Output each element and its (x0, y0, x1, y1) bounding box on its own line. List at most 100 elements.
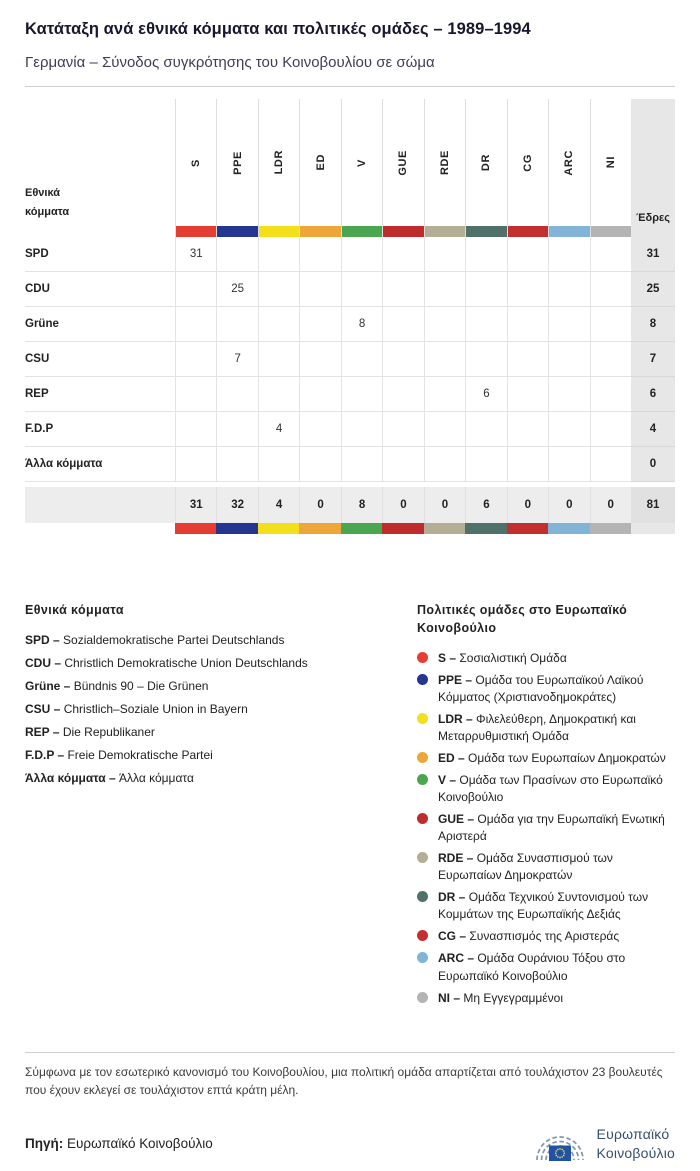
seat-value-cell (465, 307, 507, 342)
legend-group-name: Ομάδα των Πρασίνων στο Ευρωπαϊκό Κοινοβο… (438, 773, 663, 805)
grand-total-cell: 81 (630, 487, 675, 534)
seat-value-cell (175, 412, 217, 447)
seat-value-cell (423, 447, 466, 482)
row-seats-total: 4 (630, 412, 675, 447)
legend-party-name: Sozialdemokratische Partei Deutschlands (63, 632, 285, 647)
legend-party-name: Die Republikaner (62, 724, 155, 739)
group-color-dot (417, 991, 428, 1003)
legend-party-code: REP – (25, 724, 63, 739)
totals-empty-cell (25, 487, 175, 534)
seat-value-cell (216, 237, 258, 272)
group-color-dot (417, 774, 428, 786)
totals-color-bar (382, 523, 424, 534)
party-legend: Εθνικά κόμματα SPD – Sozialdemokratische… (25, 602, 417, 1012)
legend-group-code: V – (438, 773, 460, 788)
totals-color-bar (465, 523, 507, 534)
totals-value: 0 (589, 487, 631, 523)
totals-color-bar (299, 523, 341, 534)
seat-value-cell (257, 307, 300, 342)
rotated-label-wrap: CG (508, 99, 548, 226)
group-color-bar (176, 226, 217, 237)
legend-party-code: Άλλα κόμματα – (25, 770, 120, 785)
legend-group-text: CG – Συνασπισμός της Αριστεράς (438, 928, 619, 945)
seat-value-cell (382, 272, 424, 307)
group-color-dot (417, 652, 428, 663)
legend-group-code: GUE – (438, 812, 478, 827)
rotated-label-wrap: PPE (217, 99, 257, 226)
seat-value-cell (589, 377, 631, 412)
page-title: Κατάταξη ανά εθνικά κόμματα και πολιτικέ… (25, 20, 531, 38)
rotated-label-wrap: S (176, 99, 216, 226)
seat-value-cell (299, 307, 341, 342)
legend-party-item: CSU – Christlich–Soziale Union in Bayern (25, 702, 417, 716)
group-color-dot (417, 813, 428, 825)
seats-column-header: Έδρες (630, 99, 675, 237)
legend-party-item: F.D.P – Freie Demokratische Partei (25, 748, 417, 762)
totals-color-bar (257, 523, 300, 534)
seat-value-cell: 4 (257, 412, 300, 447)
table-row: Άλλα κόμματα 0 (25, 447, 675, 482)
party-name: F.D.P (25, 412, 175, 447)
rotated-label-wrap: RDE (425, 99, 465, 226)
legend-group-name: Συνασπισμός της Αριστεράς (469, 929, 620, 944)
seat-value-cell (382, 237, 424, 272)
seat-value-cell (548, 307, 590, 342)
table-row: SPD 31 31 (25, 237, 675, 272)
group-code-label: GUE (397, 149, 410, 176)
seat-value-cell (382, 377, 424, 412)
legend-group-item: S – Σοσιαλιστική Ομάδα (417, 650, 675, 667)
seat-value-cell (382, 412, 424, 447)
party-name: REP (25, 377, 175, 412)
top-divider (25, 86, 675, 87)
table-row: F.D.P 4 4 (25, 412, 675, 447)
legend-group-text: S – Σοσιαλιστική Ομάδα (438, 650, 567, 667)
seat-value-cell (340, 272, 383, 307)
seat-value-cell (257, 342, 300, 377)
totals-color-bar (548, 523, 590, 534)
group-color-bar (258, 226, 300, 237)
totals-value: 0 (423, 487, 466, 523)
group-code-label: NI (604, 156, 617, 169)
legend-group-item: NI – Μη Εγγεγραμμένοι (417, 990, 675, 1007)
seat-value-cell (465, 412, 507, 447)
column-header-gue: GUE (382, 99, 424, 237)
legend-party-item: Άλλα κόμματα – Άλλα κόμματα (25, 771, 417, 785)
seat-value-cell: 7 (216, 342, 258, 377)
legend-party-item: SPD – Sozialdemokratische Partei Deutsch… (25, 633, 417, 647)
seat-value-cell (175, 342, 217, 377)
legend-group-text: ED – Ομάδα των Ευρωπαίων Δημοκρατών (438, 750, 666, 767)
totals-bar-blank (25, 523, 175, 534)
group-color-bar (217, 226, 258, 237)
column-header-cg: CG (506, 99, 549, 237)
totals-value: 6 (465, 487, 507, 523)
source-value: Ευρωπαϊκό Κοινοβούλιο (67, 1136, 213, 1152)
footnote-text: Σύμφωνα με τον εσωτερικό κανονισμό του Κ… (25, 1064, 663, 1097)
seat-value-cell (216, 412, 258, 447)
legend-group-name: Ομάδα Συνασπισμού των Ευρωπαίων Δημοκρατ… (438, 851, 613, 883)
totals-value-cell: 31 (175, 487, 217, 534)
seat-value-cell: 8 (340, 307, 383, 342)
seat-value-cell: 25 (216, 272, 258, 307)
legend-group-item: DR – Ομάδα Τεχνικού Συντονισμού των Κομμ… (417, 889, 675, 923)
logo-wordmark-line2: Κοινοβούλιο (596, 1144, 675, 1161)
table-row: Grüne 8 8 (25, 307, 675, 342)
legend-group-name: Ομάδα για την Ευρωπαϊκή Ενωτική Αριστερά (438, 812, 665, 844)
seat-value-cell (423, 307, 466, 342)
totals-color-bar (589, 523, 631, 534)
legend-group-item: CG – Συνασπισμός της Αριστεράς (417, 928, 675, 945)
legend-party-code: CSU – (25, 701, 64, 716)
legend-party-name: Freie Demokratische Partei (67, 747, 213, 762)
group-color-bar (300, 226, 341, 237)
legend-group-text: NI – Μη Εγγεγραμμένοι (438, 990, 563, 1007)
page-subtitle: Γερμανία – Σύνοδος συγκρότησης του Κοινο… (25, 54, 435, 71)
group-color-bar (383, 226, 424, 237)
seat-value-cell (548, 412, 590, 447)
group-color-dot (417, 930, 428, 942)
legend-party-code: F.D.P – (25, 747, 68, 762)
seat-value-cell (299, 412, 341, 447)
seat-value-cell (299, 237, 341, 272)
rotated-label-wrap: GUE (383, 99, 423, 226)
rotated-label-wrap: DR (466, 99, 506, 226)
legend-group-code: ARC – (438, 951, 478, 966)
seat-value-cell (589, 307, 631, 342)
